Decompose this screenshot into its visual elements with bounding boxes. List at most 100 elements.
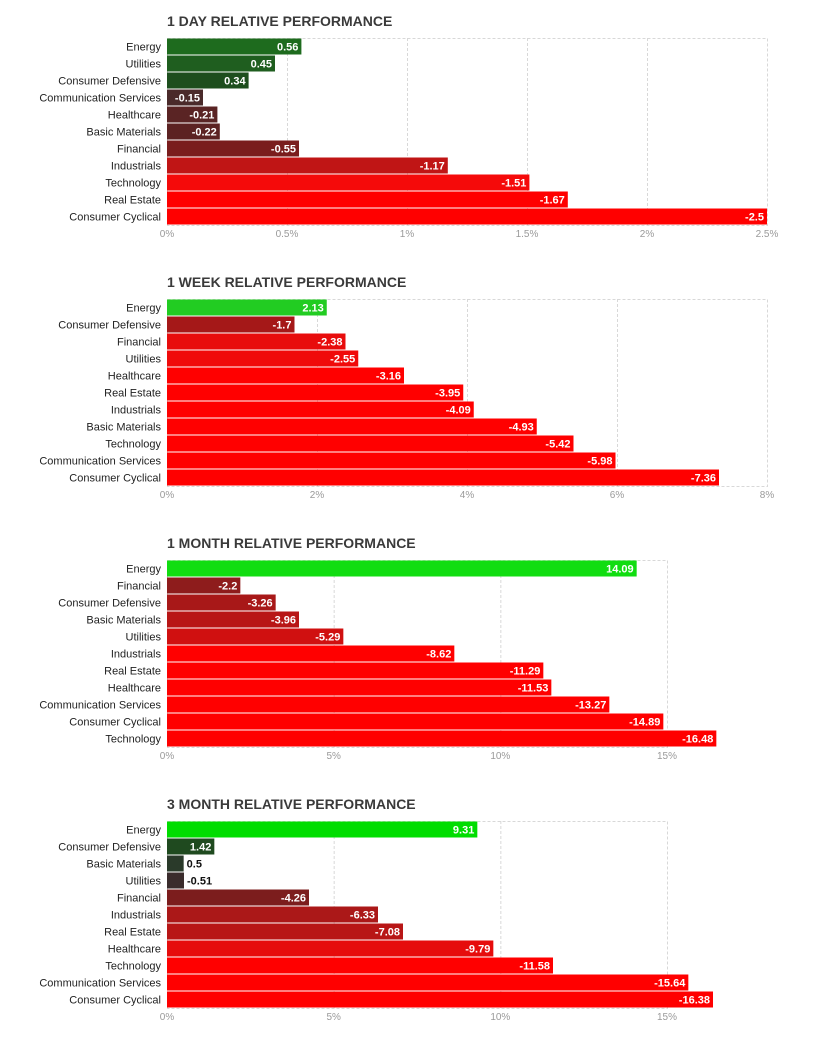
x-tick-label: 5% (326, 1012, 341, 1023)
bar-value-label: -0.51 (187, 876, 212, 888)
category-label: Consumer Defensive (58, 320, 161, 332)
bar (167, 957, 553, 974)
category-label: Communication Services (39, 93, 161, 105)
x-tick-label: 0% (160, 1012, 175, 1023)
bar (167, 299, 327, 316)
category-label: Consumer Cyclical (69, 717, 161, 729)
bar (167, 821, 478, 838)
bar (167, 140, 299, 157)
chart-panel-1-day: 1 DAY RELATIVE PERFORMANCE 0% 0.5% 1% 1.5% 2… (0, 13, 830, 273)
chart-title: 1 DAY RELATIVE PERFORMANCE (167, 13, 393, 29)
bar (167, 191, 568, 208)
x-tick-label: 6% (610, 490, 625, 501)
x-tick-label: 0% (160, 490, 175, 501)
bar-value-label: -0.15 (175, 93, 200, 105)
category-label: Industrials (111, 910, 162, 922)
bar (167, 367, 404, 384)
bar (167, 316, 295, 333)
category-label: Real Estate (104, 927, 161, 939)
bar-value-label: 0.5 (187, 859, 202, 871)
bar-value-label: 9.31 (453, 825, 474, 837)
bar (167, 594, 276, 611)
bar (167, 872, 184, 889)
category-label: Industrials (111, 649, 162, 661)
x-tick-label: 4% (460, 490, 475, 501)
category-label: Healthcare (108, 371, 161, 383)
bar-value-label: -3.95 (435, 388, 460, 400)
chart-panel-1-week: 1 WEEK RELATIVE PERFORMANCE 0% 2% 4% 6% 8% En… (0, 274, 830, 534)
category-label: Utilities (126, 876, 162, 888)
category-label: Energy (126, 42, 161, 54)
bar (167, 157, 448, 174)
bar (167, 123, 220, 140)
category-label: Consumer Cyclical (69, 212, 161, 224)
chart-title: 1 MONTH RELATIVE PERFORMANCE (167, 535, 416, 551)
bar (167, 974, 689, 991)
category-label: Utilities (126, 632, 162, 644)
category-label: Consumer Cyclical (69, 995, 161, 1007)
x-tick-label: 2% (640, 229, 655, 240)
bar (167, 713, 664, 730)
bar (167, 923, 403, 940)
bar (167, 889, 309, 906)
chart-title: 3 MONTH RELATIVE PERFORMANCE (167, 796, 416, 812)
bar-value-label: -9.79 (465, 944, 490, 956)
category-label: Healthcare (108, 110, 161, 122)
category-label: Technology (105, 178, 161, 190)
bar (167, 577, 241, 594)
bar (167, 208, 767, 225)
category-label: Real Estate (104, 666, 161, 678)
bar-value-label: -3.96 (271, 615, 296, 627)
bar (167, 452, 616, 469)
category-label: Technology (105, 734, 161, 746)
category-label: Communication Services (39, 456, 161, 468)
x-tick-label: 2% (310, 490, 325, 501)
x-tick-label: 0% (160, 229, 175, 240)
bar-value-label: -1.17 (420, 161, 445, 173)
bar-value-label: -1.51 (501, 178, 526, 190)
category-label: Utilities (126, 354, 162, 366)
category-label: Healthcare (108, 944, 161, 956)
bar (167, 435, 574, 452)
chart-panel-3-month: 3 MONTH RELATIVE PERFORMANCE 0% 5% 10% 15% E… (0, 796, 830, 1056)
bar (167, 855, 184, 872)
bar-value-label: -7.08 (375, 927, 400, 939)
bar (167, 72, 249, 89)
bar (167, 730, 717, 747)
bar-value-label: -11.58 (519, 961, 550, 973)
bar-value-label: -4.26 (281, 893, 306, 905)
bar (167, 645, 455, 662)
bar-value-label: -0.55 (271, 144, 296, 156)
bar (167, 560, 637, 577)
bar-chart-3-month: 0% 5% 10% 15% Energy 9.31 Consumer Defensive 1.… (39, 821, 713, 1023)
category-label: Energy (126, 564, 161, 576)
bar (167, 662, 544, 679)
category-label: Consumer Cyclical (69, 473, 161, 485)
bar-value-label: 0.45 (251, 59, 272, 71)
chart-title: 1 WEEK RELATIVE PERFORMANCE (167, 274, 407, 290)
category-label: Energy (126, 825, 161, 837)
bar (167, 38, 302, 55)
bar-value-label: -5.29 (315, 632, 340, 644)
category-label: Basic Materials (86, 422, 161, 434)
bar (167, 55, 275, 72)
bar-value-label: -2.5 (745, 212, 764, 224)
category-label: Basic Materials (86, 615, 161, 627)
x-tick-label: 0.5% (276, 229, 299, 240)
bar (167, 838, 215, 855)
bar-value-label: -4.09 (446, 405, 471, 417)
bar (167, 384, 464, 401)
x-tick-label: 15% (657, 751, 677, 762)
category-label: Industrials (111, 161, 162, 173)
category-label: Basic Materials (86, 859, 161, 871)
bar (167, 679, 552, 696)
bar-value-label: -11.53 (518, 683, 549, 695)
category-label: Healthcare (108, 683, 161, 695)
bar-value-label: -7.36 (691, 473, 716, 485)
bar-value-label: -16.48 (682, 734, 713, 746)
bar-value-label: -6.33 (350, 910, 375, 922)
category-label: Industrials (111, 405, 162, 417)
bar-value-label: -1.7 (273, 320, 292, 332)
category-label: Technology (105, 439, 161, 451)
bar-value-label: -3.16 (376, 371, 401, 383)
